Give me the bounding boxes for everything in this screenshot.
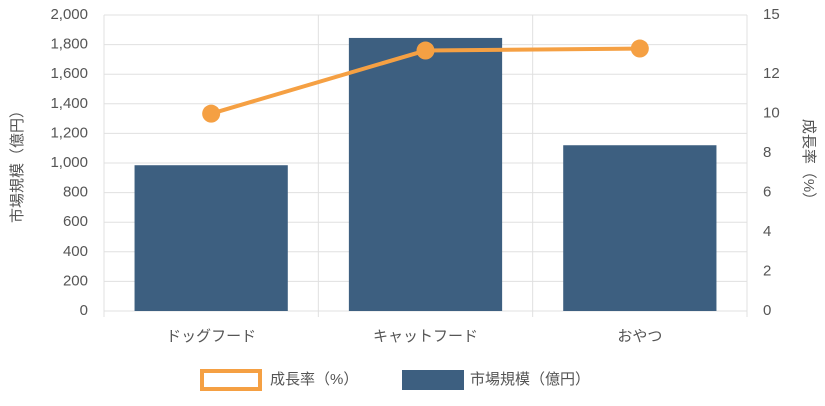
y-axis-label: 市場規模（億円） xyxy=(9,103,26,223)
y-tick-label: 1,400 xyxy=(50,95,88,112)
y-tick-label: 1,600 xyxy=(50,65,88,82)
y2-tick-label: 15 xyxy=(763,6,780,23)
bar xyxy=(563,145,717,311)
bar xyxy=(348,37,503,311)
bar xyxy=(134,165,288,311)
y2-tick-label: 2 xyxy=(763,263,771,280)
y-tick-label: 2,000 xyxy=(50,6,88,23)
y-tick-label: 1,800 xyxy=(50,36,88,53)
y-tick-label: 1,000 xyxy=(50,154,88,171)
legend-swatch xyxy=(402,370,464,390)
y2-tick-label: 12 xyxy=(763,65,780,82)
legend-swatch xyxy=(200,369,262,391)
y-tick-label: 200 xyxy=(63,272,88,289)
y-tick-label: 400 xyxy=(63,243,88,260)
legend-label: 市場規模（億円） xyxy=(470,371,590,388)
y-tick-label: 600 xyxy=(63,213,88,230)
x-tick-label: ドッグフード xyxy=(166,328,256,345)
y2-axis-label: 成長率（%） xyxy=(800,119,817,207)
y-tick-label: 800 xyxy=(63,184,88,201)
y2-tick-label: 10 xyxy=(763,105,780,122)
x-tick-label: キャットフード xyxy=(373,328,478,345)
line-point xyxy=(202,104,221,123)
y2-tick-label: 8 xyxy=(763,144,771,161)
y2-tick-label: 4 xyxy=(763,223,771,240)
x-tick-label: おやつ xyxy=(617,328,662,345)
y2-tick-label: 0 xyxy=(763,302,771,319)
y-tick-label: 0 xyxy=(80,302,88,319)
line-point xyxy=(416,41,435,60)
legend-label: 成長率（%） xyxy=(270,371,358,388)
y2-tick-label: 6 xyxy=(763,184,771,201)
line-point xyxy=(630,39,649,58)
y-tick-label: 1,200 xyxy=(50,124,88,141)
